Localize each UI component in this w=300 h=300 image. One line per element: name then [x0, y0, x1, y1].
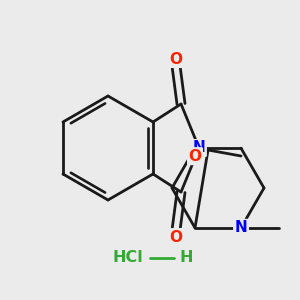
Text: O: O — [169, 230, 182, 244]
Text: HCl: HCl — [112, 250, 143, 266]
Text: N: N — [235, 220, 248, 235]
Text: O: O — [169, 52, 182, 67]
Text: H: H — [179, 250, 193, 266]
Text: O: O — [188, 149, 202, 164]
Text: N: N — [193, 140, 206, 155]
